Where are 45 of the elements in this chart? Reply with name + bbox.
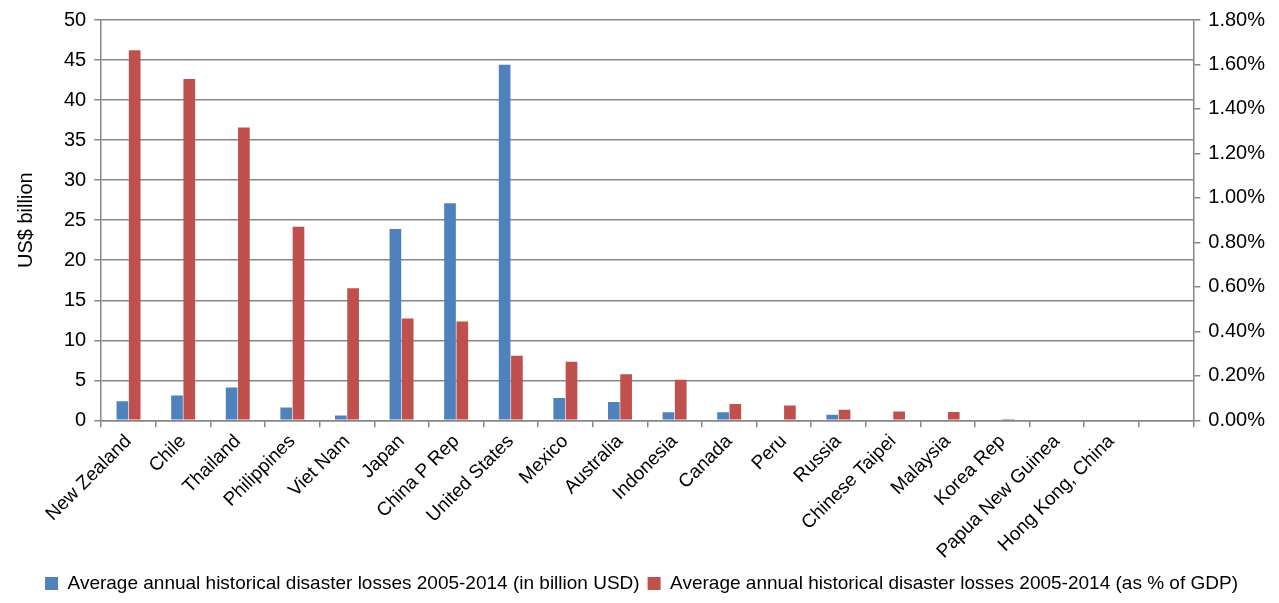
y-tick-label: 50 xyxy=(64,7,87,30)
y2-tick-label: 1.40% xyxy=(1208,96,1266,119)
bar xyxy=(620,374,632,420)
bar xyxy=(565,361,578,420)
y2-tick-label: 0.80% xyxy=(1208,229,1266,252)
y-tick-label: 15 xyxy=(64,287,87,310)
bar xyxy=(893,411,905,420)
bar xyxy=(280,407,293,420)
y-tick-label: 35 xyxy=(64,127,87,150)
bar xyxy=(334,415,347,420)
bar xyxy=(116,401,129,420)
bar xyxy=(128,50,141,420)
legend-label: Average annual historical disaster losses 2005-2014 (as % of GDP) xyxy=(670,571,1238,593)
legend-label: Average annual historical disaster losses 2005-2014 (in billion USD) xyxy=(67,571,640,593)
y-axis-title: US$ billion xyxy=(13,172,36,268)
y-tick-label: 30 xyxy=(64,167,87,190)
bar xyxy=(498,64,511,420)
y2-tick-label: 1.00% xyxy=(1208,185,1266,208)
y-tick-label: 10 xyxy=(64,327,87,350)
bar xyxy=(238,127,250,420)
y2-tick-label: 0.40% xyxy=(1208,318,1266,341)
y2-tick-label: 0.60% xyxy=(1208,274,1266,297)
y-tick-label: 40 xyxy=(64,87,87,110)
bar xyxy=(183,78,196,420)
bar xyxy=(784,405,796,420)
bar xyxy=(511,355,523,420)
bar xyxy=(225,387,238,420)
y-tick-label: 45 xyxy=(64,47,87,70)
bar xyxy=(729,403,742,420)
bar xyxy=(171,395,183,420)
bar xyxy=(947,411,960,420)
bar xyxy=(292,226,305,420)
bar xyxy=(347,288,359,420)
y-tick-label: 5 xyxy=(75,367,87,390)
y2-tick-label: 0.20% xyxy=(1208,363,1266,386)
y2-tick-label: 0.00% xyxy=(1208,407,1266,430)
y2-tick-label: 1.20% xyxy=(1208,140,1266,163)
y-tick-label: 25 xyxy=(64,207,87,230)
y2-tick-label: 1.80% xyxy=(1208,7,1266,30)
y-tick-label: 0 xyxy=(75,407,87,430)
bar xyxy=(662,412,675,420)
y-tick-label: 20 xyxy=(64,247,87,270)
y2-tick-label: 1.60% xyxy=(1208,52,1266,74)
bar xyxy=(674,379,687,420)
bar xyxy=(444,203,456,420)
